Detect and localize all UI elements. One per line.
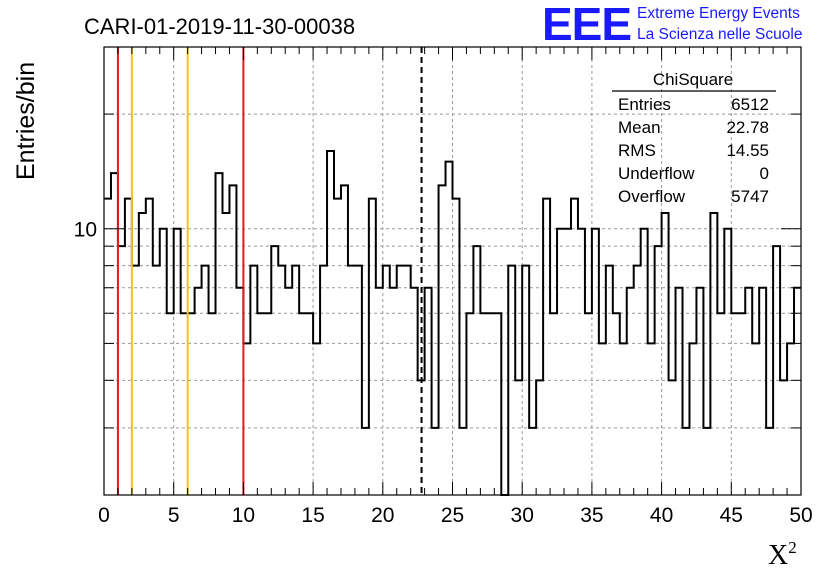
- logo-mark: EEE: [542, 0, 631, 50]
- x-tick-label: 25: [441, 504, 464, 527]
- logo-line1: Extreme Energy Events: [637, 5, 800, 22]
- stats-row-value: 22.78: [726, 118, 769, 137]
- y-tick-label: 10: [74, 219, 97, 242]
- x-tick-label: 15: [301, 504, 324, 527]
- x-tick-label: 35: [580, 504, 603, 527]
- stats-row-value: 5747: [731, 187, 769, 206]
- x-tick-label: 45: [720, 504, 743, 527]
- stats-row-value: 14.55: [726, 141, 769, 160]
- x-tick-label: 0: [98, 504, 110, 527]
- x-tick-label: 20: [371, 504, 394, 527]
- stats-row-label: Entries: [618, 95, 671, 114]
- stats-title: ChiSquare: [653, 70, 733, 89]
- y-axis-label: Entries/bin: [12, 62, 40, 180]
- x-tick-label: 50: [789, 504, 812, 527]
- reference-lines: [116, 47, 423, 495]
- axis-ticks: [103, 47, 802, 495]
- eee-logo: EEE Extreme Energy Events La Scienza nel…: [542, 0, 802, 50]
- stats-box: ChiSquare Entries 6512 Mean 22.78 RMS 14.55 Un…: [612, 70, 776, 206]
- stats-row-label: Mean: [618, 118, 661, 137]
- logo-line2: La Scienza nelle Scuole: [637, 26, 802, 43]
- x-tick-label: 5: [168, 504, 180, 527]
- stats-row-value: 6512: [731, 95, 769, 114]
- x-tick-label: 30: [511, 504, 534, 527]
- grid-lines: [104, 47, 801, 495]
- histogram-series: [104, 149, 801, 496]
- x-axis-label-base: X: [768, 540, 788, 571]
- stats-row-value: 0: [760, 164, 769, 183]
- x-axis-label: X2: [768, 538, 797, 571]
- stats-rows: Entries 6512 Mean 22.78 RMS 14.55 Underflow 0 Ov…: [618, 95, 769, 206]
- stats-row-label: Underflow: [618, 164, 695, 183]
- stats-row-label: RMS: [618, 141, 656, 160]
- x-tick-label: 40: [650, 504, 673, 527]
- chart-title: CARI-01-2019-11-30-00038: [84, 14, 355, 39]
- y-tick-labels: 10: [74, 219, 97, 242]
- x-axis-label-sup: 2: [788, 538, 797, 557]
- x-tick-labels: 0 5 10 15 20 25 30 35 40 45 50: [98, 504, 813, 527]
- x-tick-label: 10: [232, 504, 255, 527]
- stats-row-label: Overflow: [618, 187, 686, 206]
